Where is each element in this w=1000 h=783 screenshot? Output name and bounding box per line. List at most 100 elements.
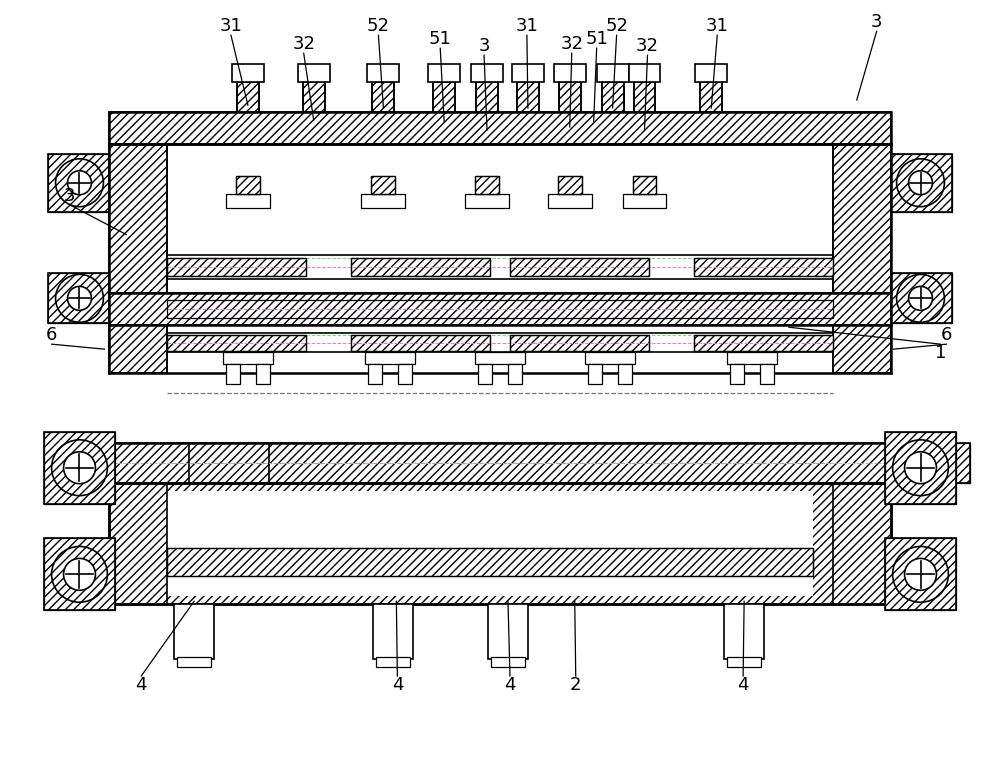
Text: 3: 3 xyxy=(871,13,882,31)
Bar xyxy=(833,144,891,294)
Bar xyxy=(71,177,86,189)
Bar xyxy=(351,335,490,351)
Bar xyxy=(167,258,306,276)
Bar xyxy=(236,175,260,193)
Text: 3: 3 xyxy=(64,186,75,204)
Bar xyxy=(488,604,528,659)
Bar xyxy=(373,604,413,659)
Bar xyxy=(109,325,167,373)
Bar xyxy=(109,112,891,144)
Bar xyxy=(475,175,499,193)
Bar xyxy=(510,335,649,351)
Bar xyxy=(588,364,602,384)
Bar xyxy=(351,258,490,276)
Bar xyxy=(44,539,115,610)
Bar xyxy=(367,64,399,82)
Bar xyxy=(71,292,86,305)
Text: 31: 31 xyxy=(515,17,538,35)
Text: 52: 52 xyxy=(367,17,390,35)
Text: 32: 32 xyxy=(636,38,659,56)
Bar xyxy=(517,82,539,112)
Bar xyxy=(634,82,655,112)
Text: 6: 6 xyxy=(46,327,57,345)
Bar xyxy=(510,258,649,276)
Bar xyxy=(891,153,952,211)
Bar xyxy=(727,352,777,364)
Bar xyxy=(476,82,498,112)
Bar xyxy=(371,175,395,193)
Bar xyxy=(623,193,666,207)
Bar xyxy=(548,193,592,207)
Bar xyxy=(109,144,167,294)
Bar xyxy=(167,548,813,576)
Bar xyxy=(833,325,891,373)
Bar xyxy=(256,364,270,384)
Bar xyxy=(885,432,956,503)
Bar xyxy=(885,432,956,503)
Bar xyxy=(491,657,525,667)
Bar xyxy=(371,175,395,193)
Bar xyxy=(398,364,412,384)
Bar xyxy=(508,364,522,384)
Bar xyxy=(167,258,306,276)
Text: 51: 51 xyxy=(429,31,452,49)
Bar xyxy=(891,443,970,482)
Bar xyxy=(365,352,415,364)
Bar xyxy=(510,335,649,351)
Circle shape xyxy=(909,171,932,195)
Bar xyxy=(885,539,956,610)
Bar xyxy=(633,175,656,193)
Bar xyxy=(372,82,394,112)
Bar xyxy=(694,335,833,351)
Bar xyxy=(303,82,325,112)
Text: 4: 4 xyxy=(737,676,749,694)
Text: 31: 31 xyxy=(220,17,242,35)
Bar xyxy=(109,482,891,604)
Bar xyxy=(559,82,581,112)
Bar xyxy=(760,364,774,384)
Bar xyxy=(167,335,306,351)
Bar xyxy=(558,175,582,193)
Bar xyxy=(361,193,405,207)
Bar xyxy=(633,175,656,193)
Bar xyxy=(558,175,582,193)
Bar xyxy=(433,82,455,112)
Bar xyxy=(559,82,581,112)
Bar xyxy=(174,604,214,659)
Bar xyxy=(48,153,109,211)
Bar xyxy=(730,364,744,384)
Text: 4: 4 xyxy=(136,676,147,694)
Bar xyxy=(700,82,722,112)
Bar xyxy=(109,294,891,325)
Text: 6: 6 xyxy=(941,327,952,345)
Text: 1: 1 xyxy=(935,345,946,362)
Bar xyxy=(368,364,382,384)
Bar xyxy=(109,443,891,482)
Bar xyxy=(237,82,259,112)
Bar xyxy=(512,64,544,82)
Bar xyxy=(372,82,394,112)
Text: 52: 52 xyxy=(605,17,628,35)
Text: 2: 2 xyxy=(570,676,581,694)
Bar xyxy=(478,364,492,384)
Bar xyxy=(232,64,264,82)
Bar xyxy=(891,443,970,482)
Bar xyxy=(694,258,833,276)
Bar xyxy=(298,64,330,82)
Bar xyxy=(44,432,115,503)
Bar xyxy=(510,258,649,276)
Bar xyxy=(189,443,269,482)
Bar xyxy=(109,144,167,294)
Bar xyxy=(303,82,325,112)
Bar xyxy=(109,294,891,325)
Bar xyxy=(475,175,499,193)
Bar xyxy=(885,539,956,610)
Circle shape xyxy=(905,558,936,590)
Bar xyxy=(618,364,632,384)
Bar xyxy=(914,292,929,305)
Bar xyxy=(109,112,891,144)
Bar xyxy=(48,273,109,323)
Circle shape xyxy=(909,287,932,310)
Bar xyxy=(465,193,509,207)
Bar xyxy=(167,301,833,318)
